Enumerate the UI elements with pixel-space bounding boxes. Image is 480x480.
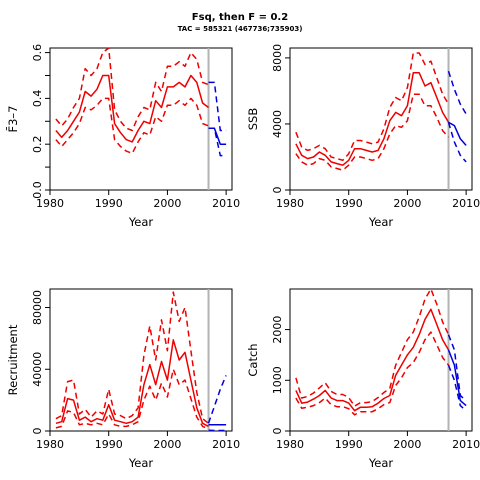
historic-lower-line xyxy=(295,331,450,416)
projection-lower-line xyxy=(447,122,467,163)
x-tick-label: 2000 xyxy=(393,197,421,210)
y-axis-label: Recruitment xyxy=(6,324,20,395)
x-tick-label: 2010 xyxy=(212,197,240,210)
x-axis-label: Year xyxy=(368,215,394,229)
historic-upper-line xyxy=(295,52,450,162)
y-tick-label: 0.6 xyxy=(31,44,44,62)
projection-upper-line xyxy=(447,334,467,402)
projection-upper-line xyxy=(447,70,467,115)
y-tick-label: 0 xyxy=(271,187,284,194)
projection-upper-line xyxy=(208,81,227,132)
x-axis-label: Year xyxy=(128,456,154,470)
projection-median-line xyxy=(208,127,227,145)
x-tick-label: 2000 xyxy=(153,438,181,451)
x-tick-label: 2010 xyxy=(212,438,240,451)
plot-frame xyxy=(289,288,473,432)
x-tick-label: 1990 xyxy=(335,197,363,210)
historic-median-line xyxy=(55,339,209,428)
y-tick-label: 2000 xyxy=(271,316,284,344)
historic-upper-line xyxy=(55,291,209,424)
historic-upper-line xyxy=(295,288,450,407)
historic-median-line xyxy=(295,72,450,166)
plot-frame xyxy=(289,47,473,191)
y-axis-label: SSB xyxy=(246,108,260,131)
y-tick-label: 1000 xyxy=(271,366,284,394)
y-tick-label: 80000 xyxy=(31,290,44,325)
y-tick-label: 0 xyxy=(271,428,284,435)
y-tick-label: 0 xyxy=(31,428,44,435)
projection-median-line xyxy=(448,121,467,146)
historic-lower-line xyxy=(55,97,209,155)
historic-lower-line xyxy=(295,93,450,171)
panel-recruitment: 1980 1990 2000 2010 0 40000 80000 Year Recruitme… xyxy=(6,288,240,470)
historic-median-line xyxy=(295,308,450,412)
x-tick-label: 1990 xyxy=(95,197,123,210)
historic-lower-line xyxy=(55,368,209,430)
x-tick-label: 2000 xyxy=(153,197,181,210)
x-axis-label: Year xyxy=(128,215,154,229)
plot-frame xyxy=(49,47,233,191)
x-tick-label: 1980 xyxy=(276,197,304,210)
y-tick-label: 4000 xyxy=(271,110,284,138)
plot-frame xyxy=(49,288,233,432)
projection-lower-line xyxy=(208,127,227,157)
x-tick-label: 2010 xyxy=(452,438,480,451)
x-tick-label: 1990 xyxy=(335,438,363,451)
panel-ssb: 1980 1990 2000 2010 0 4000 8000 Year SSB xyxy=(246,44,480,229)
y-tick-label: 0.0 xyxy=(31,181,44,199)
chart-subtitle: TAC = 585321 (467736;735903) xyxy=(178,25,303,33)
historic-upper-line xyxy=(55,47,209,132)
x-tick-label: 2010 xyxy=(452,197,480,210)
historic-median-line xyxy=(55,74,209,143)
projection-median-line xyxy=(447,349,467,407)
x-tick-label: 1980 xyxy=(36,197,64,210)
y-axis-label: Catch xyxy=(246,343,260,376)
x-tick-label: 2000 xyxy=(393,438,421,451)
panel-catch: 1980 1990 2000 2010 0 1000 2000 Year Catch xyxy=(246,288,480,470)
panel-fbar: 1980 1990 2000 2010 0.0 0.2 0.4 0.6 Year F̄3–7 xyxy=(6,44,240,229)
x-tick-label: 1980 xyxy=(36,438,64,451)
projection-upper-line xyxy=(207,375,227,424)
y-tick-label: 0.4 xyxy=(31,90,44,108)
y-tick-label: 8000 xyxy=(271,44,284,72)
chart-title: Fsq, then F = 0.2 xyxy=(192,12,288,23)
x-tick-label: 1990 xyxy=(95,438,123,451)
y-tick-label: 0.2 xyxy=(31,135,44,153)
y-axis-label: F̄3–7 xyxy=(6,106,20,133)
x-tick-label: 1980 xyxy=(276,438,304,451)
y-tick-label: 40000 xyxy=(31,352,44,387)
x-axis-label: Year xyxy=(368,456,394,470)
